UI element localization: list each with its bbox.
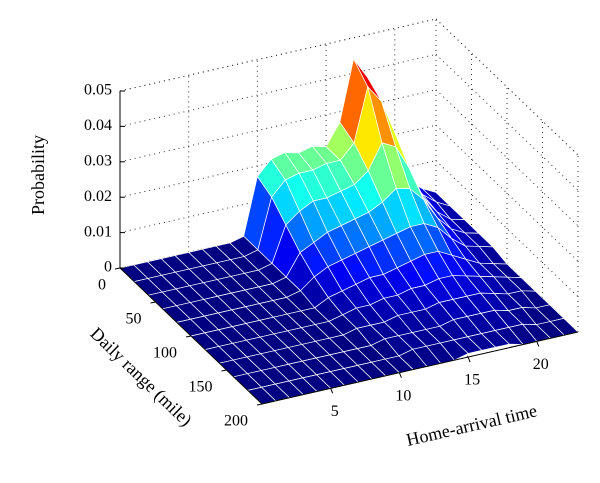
z-tick-label: 0.05 [84, 82, 112, 99]
x-tick-label: 20 [533, 356, 549, 373]
grid-line [435, 54, 579, 191]
z-tick-label: 0.01 [84, 223, 112, 240]
grid-line [435, 89, 579, 227]
grid-line [119, 53, 437, 127]
tick-mark [256, 403, 263, 406]
y-tick-label: 50 [126, 311, 142, 328]
tick-mark [330, 388, 334, 394]
y-tick-label: 0 [98, 277, 106, 294]
tick-mark [398, 372, 402, 378]
x-tick-label: 15 [464, 372, 480, 389]
x-tick-label: 5 [331, 403, 339, 420]
tick-mark [114, 267, 121, 270]
y-axis-title: Daily range (mile) [86, 323, 196, 430]
y-tick-label: 100 [153, 345, 177, 362]
tick-mark [221, 369, 227, 372]
z-axis-title: Probability [28, 135, 48, 215]
z-tick-label: 0.04 [84, 117, 112, 134]
z-tick-label: 0.02 [84, 188, 112, 205]
tick-mark [150, 301, 156, 304]
x-axis [261, 331, 579, 405]
grid-line [119, 89, 437, 163]
tick-mark [467, 356, 471, 363]
y-tick-label: 150 [189, 379, 213, 396]
x-axis-title: Home-arrival time [404, 400, 539, 450]
z-tick-label: 0.03 [84, 152, 112, 169]
box-edge [119, 18, 437, 92]
tick-mark [536, 341, 540, 347]
tick-mark [185, 335, 192, 338]
x-tick-label: 10 [395, 387, 411, 404]
y-tick-label: 200 [224, 413, 248, 430]
z-tick-label: 0 [104, 259, 112, 276]
